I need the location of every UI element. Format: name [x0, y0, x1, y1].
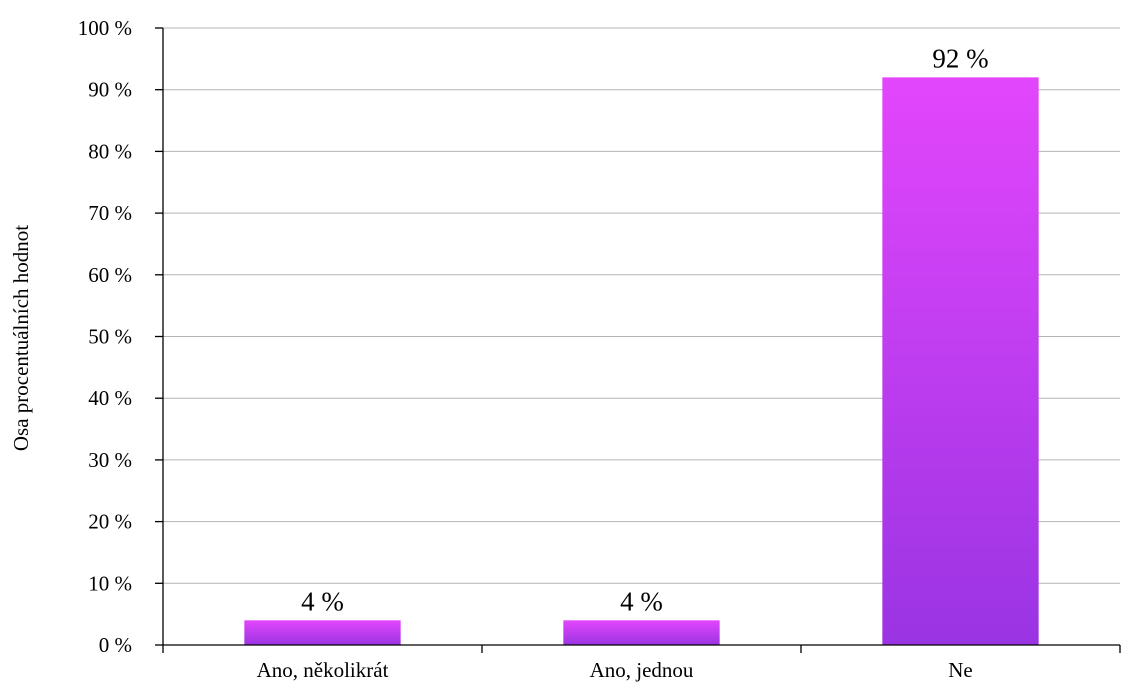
y-tick-label: 30 %: [88, 448, 132, 472]
y-tick-label: 70 %: [88, 201, 132, 225]
y-tick-label: 100 %: [78, 16, 132, 40]
y-tick-label: 80 %: [88, 139, 132, 163]
bar: [244, 620, 401, 645]
x-category-label: Ne: [948, 658, 973, 682]
y-tick-label: 10 %: [88, 571, 132, 595]
x-category-label: Ano, několikrát: [257, 658, 389, 682]
y-tick-label: 90 %: [88, 78, 132, 102]
y-axis-title: Osa procentuálních hodnot: [9, 225, 33, 451]
bars: [244, 77, 1039, 646]
y-tick-label: 20 %: [88, 510, 132, 534]
bar-data-label: 4 %: [620, 586, 663, 616]
axes: [155, 27, 1121, 653]
x-category-label: Ano, jednou: [590, 658, 694, 682]
labels: 0 % 10 % 20 % 30 % 40 % 50 % 60 % 70 % 80 % 90 % 1…: [78, 16, 989, 682]
bar: [563, 620, 720, 645]
y-tick-label: 40 %: [88, 386, 132, 410]
bar-data-label: 4 %: [301, 586, 344, 616]
bar: [882, 77, 1039, 646]
y-tick-label: 60 %: [88, 263, 132, 287]
y-tick-label: 0 %: [99, 633, 132, 657]
gridlines: [163, 27, 1120, 584]
bar-data-label: 92 %: [932, 43, 988, 73]
y-tick-label: 50 %: [88, 325, 132, 349]
